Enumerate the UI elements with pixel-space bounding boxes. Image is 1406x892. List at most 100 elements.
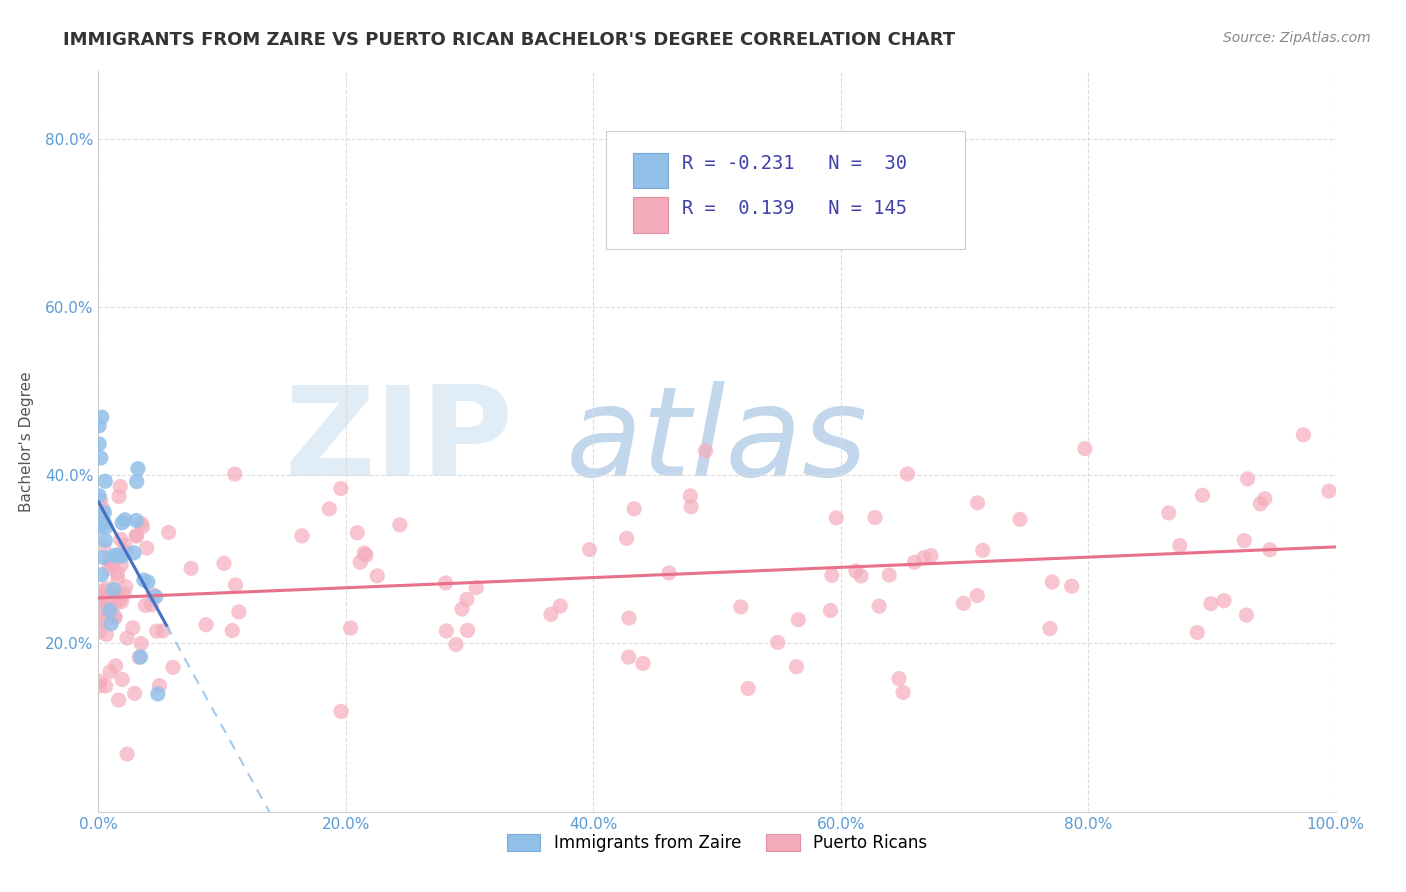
Point (1199, 597, 1222, 611)
Point (101, 602, 124, 616)
Point (103, 555, 125, 569)
Text: atlas: atlas (567, 381, 868, 502)
Point (162, 660, 184, 674)
Point (89, 674, 111, 689)
Point (912, 550, 935, 565)
Point (104, 587, 127, 601)
Y-axis label: Bachelor's Degree: Bachelor's Degree (18, 371, 34, 512)
Point (115, 545, 138, 559)
Point (152, 624, 174, 638)
Point (456, 592, 478, 607)
Point (114, 513, 136, 527)
Point (146, 687, 169, 701)
Point (141, 598, 163, 612)
Point (98, 553, 121, 567)
Point (845, 564, 868, 578)
FancyBboxPatch shape (633, 197, 668, 233)
Point (108, 490, 131, 504)
Point (330, 705, 353, 719)
Point (1258, 542, 1281, 557)
Text: R =  0.139   N = 145: R = 0.139 N = 145 (682, 199, 907, 218)
Point (91, 584, 114, 599)
Point (631, 657, 654, 671)
Point (90, 588, 112, 602)
Point (94, 520, 117, 534)
Point (318, 501, 340, 516)
Point (617, 650, 640, 665)
Text: Source: ZipAtlas.com: Source: ZipAtlas.com (1223, 31, 1371, 45)
Point (103, 609, 125, 624)
Point (93, 540, 115, 554)
Point (849, 569, 872, 583)
Point (89, 508, 111, 522)
Point (111, 594, 134, 608)
Point (451, 602, 474, 616)
Point (104, 659, 127, 673)
Point (1157, 506, 1180, 520)
Point (145, 590, 167, 604)
Point (221, 624, 243, 638)
Point (903, 555, 925, 569)
Point (107, 693, 129, 707)
Text: ZIP: ZIP (284, 381, 513, 502)
Legend: Immigrants from Zaire, Puerto Ricans: Immigrants from Zaire, Puerto Ricans (501, 828, 934, 859)
Point (148, 679, 170, 693)
Point (825, 511, 848, 525)
Point (89, 679, 111, 693)
Point (1040, 574, 1063, 589)
Point (129, 649, 152, 664)
Point (1233, 533, 1256, 548)
Point (121, 621, 143, 635)
Point (103, 549, 125, 563)
Point (100, 616, 122, 631)
Point (90, 410, 112, 425)
Point (616, 532, 638, 546)
Point (548, 599, 571, 613)
Point (868, 599, 890, 614)
Point (101, 591, 124, 606)
Point (228, 605, 250, 619)
Point (89, 489, 111, 503)
Point (730, 599, 752, 614)
Point (1191, 488, 1213, 502)
Point (434, 576, 457, 591)
Point (966, 496, 988, 510)
Point (465, 581, 488, 595)
Point (98, 603, 121, 617)
Point (91, 502, 114, 516)
Point (1168, 539, 1191, 553)
Point (110, 558, 132, 572)
Point (353, 546, 375, 560)
Point (125, 475, 148, 489)
Point (891, 685, 914, 699)
Point (94, 679, 117, 693)
Point (110, 591, 132, 606)
Point (658, 566, 681, 580)
Point (1292, 427, 1315, 442)
Point (104, 550, 127, 565)
FancyBboxPatch shape (606, 130, 965, 249)
Point (1234, 608, 1257, 623)
Point (89, 437, 111, 451)
Point (89, 624, 111, 639)
Point (679, 489, 702, 503)
Point (114, 539, 136, 553)
Text: IMMIGRANTS FROM ZAIRE VS PUERTO RICAN BACHELOR'S DEGREE CORRELATION CHART: IMMIGRANTS FROM ZAIRE VS PUERTO RICAN BA… (63, 31, 956, 49)
Point (111, 673, 134, 687)
Point (766, 635, 789, 649)
Point (122, 546, 145, 560)
Point (349, 555, 371, 569)
Point (131, 519, 153, 533)
Point (877, 568, 900, 582)
Point (125, 514, 148, 528)
Point (90, 567, 112, 582)
Point (100, 557, 122, 571)
Point (366, 569, 388, 583)
Point (952, 596, 974, 610)
Point (195, 617, 218, 632)
Point (111, 549, 134, 563)
Point (972, 543, 994, 558)
Point (346, 525, 368, 540)
Point (145, 624, 167, 639)
Point (125, 529, 148, 543)
